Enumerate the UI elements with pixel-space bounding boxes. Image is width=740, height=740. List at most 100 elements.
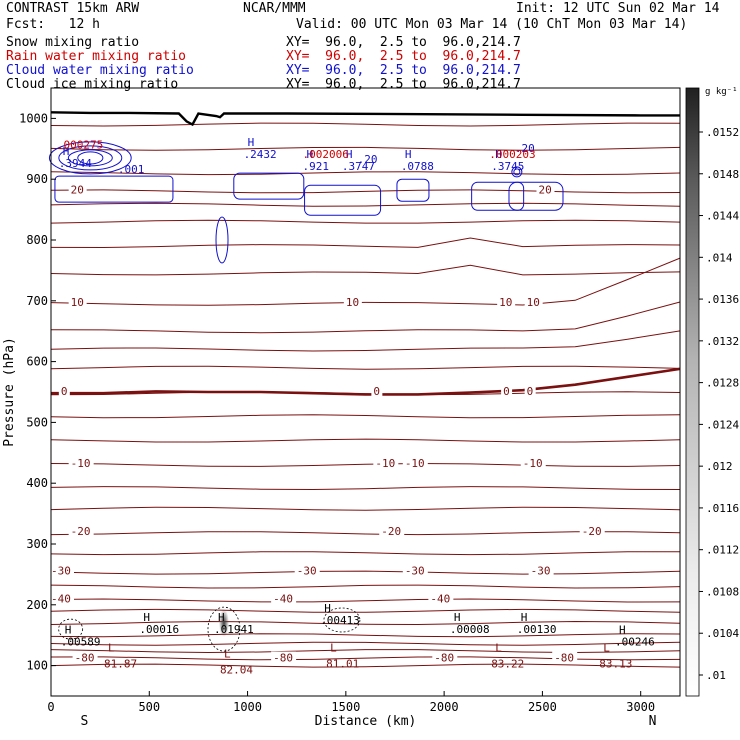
isotherm-label: -80 bbox=[75, 652, 95, 665]
isotherm-line bbox=[50, 486, 681, 491]
ice-high-value: .00589 bbox=[61, 635, 101, 648]
isotherm-line bbox=[50, 438, 681, 443]
cloud-water-high-marker: H bbox=[307, 148, 314, 161]
isotherm-label: 0 bbox=[373, 385, 380, 398]
ice-high-marker: H bbox=[218, 611, 225, 624]
isotherm-label-bg bbox=[579, 525, 605, 537]
init-time: Init: 12 UTC Sun 02 Mar 14 bbox=[516, 1, 720, 16]
colorbar bbox=[685, 87, 700, 697]
cloud-water-contour bbox=[77, 151, 104, 165]
cloud-water-high-marker: H bbox=[405, 148, 412, 161]
isotherm-line bbox=[50, 570, 681, 575]
temperature-low-marker: L bbox=[330, 642, 337, 655]
isotherm-label-bg bbox=[520, 456, 546, 468]
cloud-water-high-marker: H bbox=[346, 148, 353, 161]
field-xy-snow: XY= 96.0, 2.5 to 96.0,214.7 bbox=[286, 35, 521, 50]
isotherm-line bbox=[50, 649, 681, 654]
temperature-low-value: 83.13 bbox=[599, 658, 632, 671]
y-tick-label: 200 bbox=[26, 598, 48, 612]
x-tick-label: 3000 bbox=[626, 700, 655, 714]
isotherm-label: 0 bbox=[61, 385, 68, 398]
terrain-line bbox=[50, 111, 680, 127]
colorbar-tick-label: .0112 bbox=[706, 544, 739, 557]
isotherm-label: 20 bbox=[538, 183, 551, 196]
temperature-low-marker: L bbox=[224, 648, 231, 661]
isotherm-line bbox=[50, 264, 681, 276]
rain-high-value: .000275 bbox=[57, 139, 103, 152]
isotherm-label: -30 bbox=[405, 565, 425, 578]
colorbar-tick-label: .0144 bbox=[706, 210, 739, 223]
ice-high-value: .00130 bbox=[517, 623, 557, 636]
isotherm-label-bg bbox=[68, 183, 87, 195]
isotherm-label-bg bbox=[271, 651, 297, 663]
isotherm-label: -30 bbox=[51, 565, 71, 578]
isotherm-label-bg bbox=[68, 295, 87, 307]
ice-high-marker: H bbox=[324, 602, 331, 615]
isotherm-label: -20 bbox=[582, 525, 602, 538]
temperature-low-value: 81.87 bbox=[104, 658, 137, 671]
temperature-low-value: 81.01 bbox=[326, 658, 359, 671]
cloud-water-contour bbox=[508, 181, 564, 211]
isotherm-line bbox=[50, 584, 681, 589]
ice-high-value: .01941 bbox=[214, 623, 254, 636]
colorbar-tick-label: .0136 bbox=[706, 293, 739, 306]
y-tick-label: 100 bbox=[26, 659, 48, 673]
isotherm-label-bg bbox=[271, 592, 297, 604]
rain-high-value: .002006 bbox=[303, 148, 349, 161]
isotherm-label-bg bbox=[497, 295, 516, 307]
isotherm-label: -30 bbox=[297, 565, 317, 578]
isotherm-label: 10 bbox=[346, 296, 359, 309]
axis-layer: 0 500 1000 1500 2000 2500 30001002003004005006… bbox=[2, 87, 739, 729]
ice-high-marker: H bbox=[143, 611, 150, 624]
zero-isotherm-line bbox=[51, 367, 681, 396]
cloud-water-contour bbox=[511, 166, 523, 178]
isotherm-line bbox=[50, 365, 681, 370]
isotherm-label: -10 bbox=[71, 457, 91, 470]
isotherm-label-bg bbox=[432, 651, 458, 663]
isotherm-label-bg bbox=[552, 651, 578, 663]
cloud-water-high-value: .0788 bbox=[401, 160, 434, 173]
ice-shaded-patch bbox=[218, 609, 229, 638]
isotherm-line bbox=[50, 462, 681, 467]
isotherm-label-bg bbox=[402, 456, 428, 468]
ice-contour bbox=[207, 606, 241, 652]
isotherm-label-bg bbox=[68, 456, 94, 468]
cloud-water-contour bbox=[67, 149, 113, 167]
isotherm-label: -40 bbox=[430, 593, 450, 606]
cloud-water-contour bbox=[304, 184, 382, 216]
cloud-water-contour bbox=[54, 175, 174, 203]
ice-contour bbox=[58, 618, 84, 640]
field-xy-rain: XY= 96.0, 2.5 to 96.0,214.7 bbox=[286, 49, 521, 64]
field-label-rain: Rain water mixing ratio bbox=[6, 49, 187, 64]
isotherm-line bbox=[50, 414, 681, 419]
isotherm-label-bg bbox=[379, 525, 405, 537]
isotherm-line bbox=[50, 608, 681, 613]
colorbar-unit: g kg⁻¹ bbox=[705, 87, 738, 97]
colorbar-tick-label: .0104 bbox=[706, 627, 739, 640]
isotherm-line bbox=[50, 551, 681, 556]
cloud-water-contour bbox=[233, 172, 305, 200]
colorbar-tick-label: .01 bbox=[706, 669, 726, 682]
isotherm-label: -80 bbox=[554, 652, 574, 665]
isotherm-line bbox=[50, 656, 681, 661]
x-tick-label: 2500 bbox=[528, 700, 557, 714]
temperature-low-value: 83.22 bbox=[491, 658, 524, 671]
y-tick-label: 400 bbox=[26, 476, 48, 490]
ice-high-value: .00246 bbox=[615, 635, 655, 648]
y-tick-label: 300 bbox=[26, 537, 48, 551]
isotherm-line bbox=[50, 189, 681, 194]
temperature-low-marker: L bbox=[108, 642, 115, 655]
isotherm-line bbox=[50, 122, 681, 127]
isotherm-label-bg bbox=[536, 183, 555, 195]
y-tick-label: 500 bbox=[26, 415, 48, 429]
cloud-water-high-value: .921 bbox=[303, 160, 330, 173]
isotherm-label: -10 bbox=[523, 457, 543, 470]
isotherm-label: 10 bbox=[71, 296, 84, 309]
plot-frame bbox=[50, 87, 681, 697]
cloud-water-contour-label: .20 bbox=[515, 142, 535, 155]
colorbar-tick-label: .0108 bbox=[706, 585, 739, 598]
south-label: S bbox=[81, 714, 89, 729]
cloud-water-high-marker: H bbox=[248, 136, 255, 149]
y-tick-label: 1000 bbox=[19, 111, 48, 125]
